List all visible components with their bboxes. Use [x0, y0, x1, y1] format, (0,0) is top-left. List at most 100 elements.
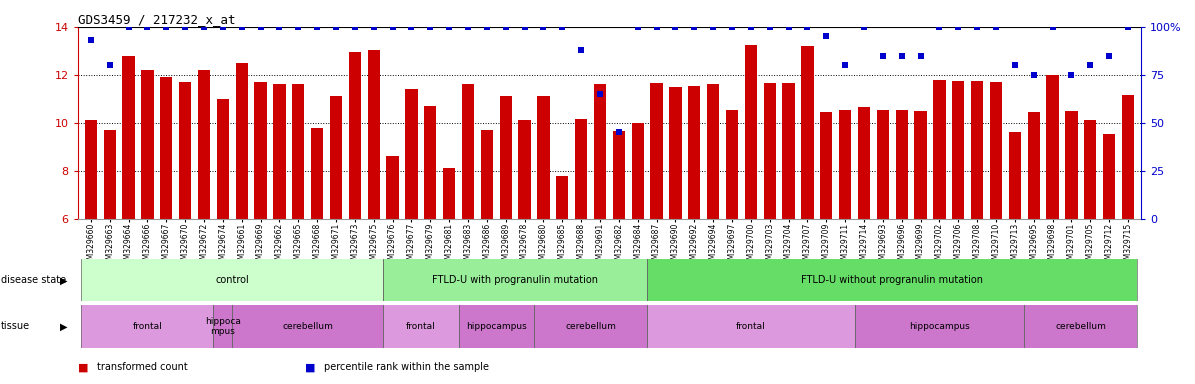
Point: [120, 24, 139, 30]
Bar: [1103, 134, 1115, 219]
Bar: [1047, 75, 1059, 219]
Bar: [443, 169, 455, 219]
Point: [1080, 62, 1099, 68]
Point: [816, 33, 835, 40]
Bar: [255, 82, 266, 219]
Bar: [1024, 305, 1138, 348]
Point: [270, 24, 289, 30]
Point: [779, 24, 798, 30]
Bar: [933, 79, 945, 219]
Point: [1119, 24, 1138, 30]
Point: [986, 24, 1005, 30]
Bar: [877, 110, 889, 219]
Bar: [384, 305, 459, 348]
Point: [798, 24, 817, 30]
Bar: [81, 305, 214, 348]
Point: [81, 37, 100, 43]
Bar: [330, 96, 342, 219]
Bar: [802, 46, 814, 219]
Text: hippocampus: hippocampus: [909, 322, 970, 331]
Point: [534, 24, 553, 30]
Text: frontal: frontal: [133, 322, 163, 331]
Point: [496, 24, 515, 30]
Point: [214, 24, 233, 30]
Point: [571, 47, 590, 53]
Point: [968, 24, 987, 30]
Bar: [575, 119, 587, 219]
Text: FTLD-U without progranulin mutation: FTLD-U without progranulin mutation: [802, 275, 983, 285]
Bar: [534, 305, 648, 348]
Bar: [104, 130, 116, 219]
Point: [854, 24, 874, 30]
Point: [440, 24, 459, 30]
Point: [646, 24, 666, 30]
Point: [685, 24, 704, 30]
Bar: [519, 121, 531, 219]
Point: [195, 24, 214, 30]
Point: [1024, 72, 1043, 78]
Text: transformed count: transformed count: [97, 362, 188, 372]
Bar: [274, 84, 286, 219]
Bar: [235, 63, 247, 219]
Bar: [141, 70, 154, 219]
Point: [893, 53, 912, 59]
Text: tissue: tissue: [1, 321, 30, 331]
Point: [251, 24, 270, 30]
Point: [326, 24, 345, 30]
Point: [232, 24, 251, 30]
Point: [1099, 53, 1119, 59]
Point: [874, 53, 893, 59]
Bar: [368, 50, 380, 219]
Bar: [480, 130, 494, 219]
Bar: [214, 305, 232, 348]
Point: [421, 24, 440, 30]
Text: disease state: disease state: [1, 275, 66, 285]
Point: [477, 24, 496, 30]
Point: [1005, 62, 1024, 68]
Bar: [744, 45, 756, 219]
Point: [629, 24, 648, 30]
Text: cerebellum: cerebellum: [282, 322, 333, 331]
Point: [176, 24, 195, 30]
Point: [459, 24, 478, 30]
Bar: [160, 77, 172, 219]
Bar: [292, 84, 305, 219]
Bar: [707, 84, 719, 219]
Bar: [1065, 111, 1078, 219]
Point: [345, 24, 364, 30]
Text: hippocampus: hippocampus: [466, 322, 527, 331]
Bar: [198, 70, 210, 219]
Text: frontal: frontal: [736, 322, 766, 331]
Bar: [632, 123, 644, 219]
Bar: [972, 81, 983, 219]
Point: [590, 91, 609, 97]
Bar: [462, 84, 474, 219]
Text: cerebellum: cerebellum: [565, 322, 617, 331]
Point: [835, 62, 854, 68]
Text: hippoca
mpus: hippoca mpus: [204, 317, 241, 336]
Text: frontal: frontal: [406, 322, 436, 331]
Bar: [459, 305, 534, 348]
Point: [949, 24, 968, 30]
Bar: [81, 259, 384, 301]
Text: ▶: ▶: [60, 275, 67, 285]
Text: GDS3459 / 217232_x_at: GDS3459 / 217232_x_at: [78, 13, 235, 26]
Text: ■: ■: [78, 362, 88, 372]
Bar: [216, 99, 229, 219]
Bar: [386, 157, 399, 219]
Text: ▶: ▶: [60, 321, 67, 331]
Bar: [648, 259, 1138, 301]
Bar: [952, 81, 964, 219]
Bar: [122, 56, 135, 219]
Point: [384, 24, 403, 30]
Point: [137, 24, 157, 30]
Text: cerebellum: cerebellum: [1055, 322, 1107, 331]
Bar: [384, 259, 648, 301]
Bar: [858, 107, 870, 219]
Bar: [669, 87, 681, 219]
Bar: [764, 83, 776, 219]
Point: [1062, 72, 1081, 78]
Bar: [914, 111, 927, 219]
Bar: [349, 52, 361, 219]
Point: [289, 24, 308, 30]
